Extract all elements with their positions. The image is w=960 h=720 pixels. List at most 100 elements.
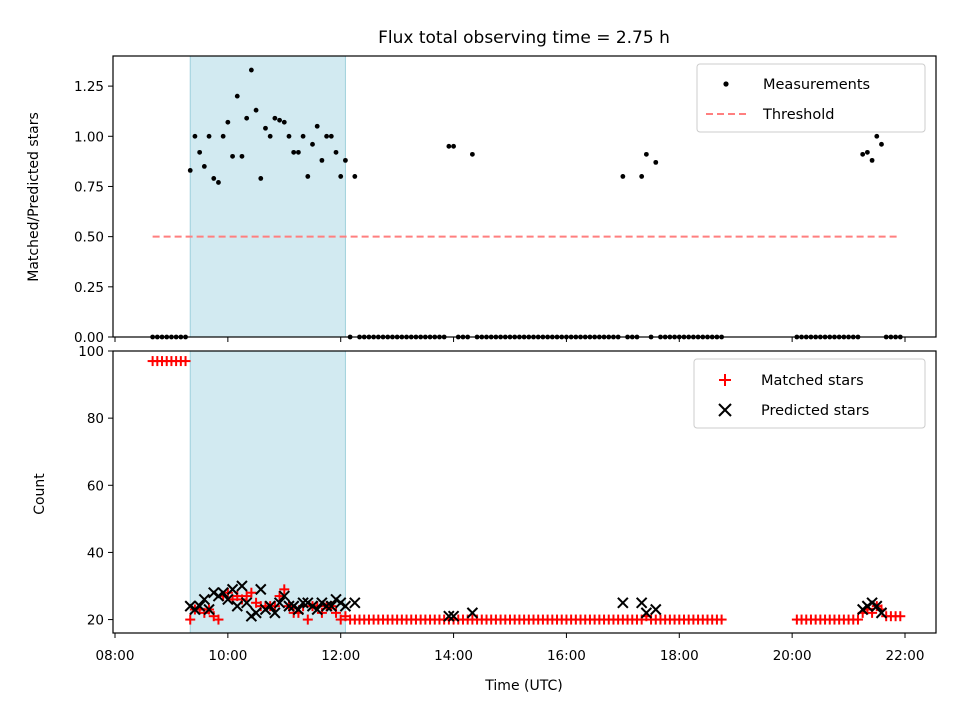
predicted-star-d2 xyxy=(255,583,267,596)
top-y-tick-label: 0.25 xyxy=(74,280,104,296)
predicted-star-point xyxy=(466,607,479,619)
x-tick-label: 22:00 xyxy=(886,648,925,664)
predicted-star-point xyxy=(443,610,455,622)
measurement-point xyxy=(258,176,264,181)
measurement-point xyxy=(201,163,207,169)
measurements-legend-marker xyxy=(723,81,729,87)
measurement-point xyxy=(281,119,287,125)
measurement-point xyxy=(653,159,659,165)
bottom-y-tick-label: 20 xyxy=(87,613,104,629)
predicted-star-point xyxy=(203,603,215,616)
predicted-star-d2 xyxy=(236,580,248,592)
x-tick-label: 14:00 xyxy=(434,648,473,664)
predicted-star-d2 xyxy=(269,607,281,619)
measurement-point xyxy=(295,149,301,155)
predicted-star-point xyxy=(193,600,206,612)
measurement-point xyxy=(879,141,884,147)
predicted-star-point xyxy=(339,600,352,612)
measurement-point xyxy=(620,174,626,179)
measurement-point xyxy=(187,168,193,173)
predicted-star-d2 xyxy=(325,600,338,612)
predicted-star-point xyxy=(325,600,338,612)
bottom-legend-box xyxy=(693,358,926,429)
predicted-star-point xyxy=(278,590,290,602)
measurement-point xyxy=(225,119,231,125)
bottom-y-tick-label: 80 xyxy=(87,411,104,427)
measurement-point xyxy=(291,149,297,155)
measurement-point xyxy=(319,157,325,163)
x-tick-label: 18:00 xyxy=(660,648,699,664)
bottom-panel: 20 40 60 80 100 08:00 10:00 12:00 14:00 16:00 18:… xyxy=(32,344,937,694)
predicted-star-point xyxy=(240,597,253,609)
predicted-star-d2 xyxy=(283,600,295,612)
measurement-point xyxy=(639,174,645,179)
measurement-point xyxy=(192,133,198,139)
predicted-star-d2 xyxy=(875,607,888,619)
bottom-legend: Matched stars Predicted stars xyxy=(693,358,926,429)
measurement-point xyxy=(314,123,320,129)
top-y-tick-label: 0.00 xyxy=(74,330,104,346)
matched-star-point xyxy=(213,614,224,625)
predicted-star-point xyxy=(198,593,211,606)
predicted-star-d2 xyxy=(193,600,206,612)
legend-measurements: Measurements xyxy=(763,77,870,93)
measurement-point xyxy=(643,151,649,157)
measurement-point xyxy=(248,67,254,73)
measurement-point xyxy=(253,107,259,113)
measurement-point xyxy=(305,174,311,179)
predicted-star-d2 xyxy=(617,597,629,609)
predicted-star-point xyxy=(617,597,629,609)
predicted-star-d2 xyxy=(222,593,234,606)
measurement-point xyxy=(197,149,203,155)
predicted-star-point xyxy=(447,610,460,622)
predicted-star-point xyxy=(320,600,333,612)
predicted-star-d2 xyxy=(203,603,215,616)
top-y-tick-label: 1.00 xyxy=(74,129,104,145)
top-y-axis-label: Matched/Predicted stars xyxy=(26,112,42,282)
predicted-star-point xyxy=(635,597,648,609)
measurement-point xyxy=(206,133,212,139)
predicted-star-d2 xyxy=(273,597,286,609)
matched-star-point xyxy=(852,614,863,625)
top-legend-box xyxy=(696,63,926,133)
predicted-star-point xyxy=(292,603,305,616)
predicted-star-point xyxy=(875,607,888,619)
predicted-star-point xyxy=(349,597,361,609)
predicted-star-d2 xyxy=(226,583,239,596)
matched-star-point xyxy=(185,614,196,625)
bottom-y-tick-label: 60 xyxy=(87,478,104,494)
predicted-star-d2 xyxy=(264,600,276,612)
predicted-star-d2 xyxy=(311,603,323,616)
bottom-axes-frame xyxy=(112,350,937,634)
predicted-star-d2 xyxy=(297,597,309,609)
x-tick-label: 10:00 xyxy=(208,648,247,664)
top-panel: 0.00 0.25 0.50 0.75 1.00 1.25 Matched/Predict… xyxy=(26,55,937,346)
legend-threshold: Threshold xyxy=(762,107,834,123)
measurement-point xyxy=(286,133,292,139)
chart-title: Flux total observing time = 2.75 h xyxy=(378,28,670,48)
bottom-y-tick-label: 40 xyxy=(87,545,104,561)
matched-star-point xyxy=(279,584,290,595)
legend-matched-stars: Matched stars xyxy=(761,373,864,389)
bottom-marks xyxy=(147,356,906,625)
predicted-star-point xyxy=(269,607,281,619)
measurement-point xyxy=(869,157,875,163)
predicted-star-d2 xyxy=(443,610,455,622)
predicted-star-point xyxy=(871,600,883,612)
legend-predicted-stars: Predicted stars xyxy=(761,403,869,419)
top-y-tick-label: 0.50 xyxy=(74,230,104,246)
predicted-star-point xyxy=(297,597,309,609)
top-axes-frame xyxy=(112,55,937,338)
x-tick-label: 08:00 xyxy=(96,648,135,664)
predicted-legend-marker xyxy=(718,403,732,417)
measurement-point xyxy=(469,151,475,157)
measurement-point xyxy=(216,180,221,185)
measurement-point xyxy=(239,153,245,159)
predicted-star-d2 xyxy=(198,593,211,606)
measurement-point xyxy=(211,176,217,181)
top-x-ticks xyxy=(114,337,906,342)
measurement-point xyxy=(267,133,273,139)
predicted-star-point xyxy=(236,580,248,592)
measurement-point xyxy=(220,133,226,139)
predicted-star-point xyxy=(250,607,262,619)
